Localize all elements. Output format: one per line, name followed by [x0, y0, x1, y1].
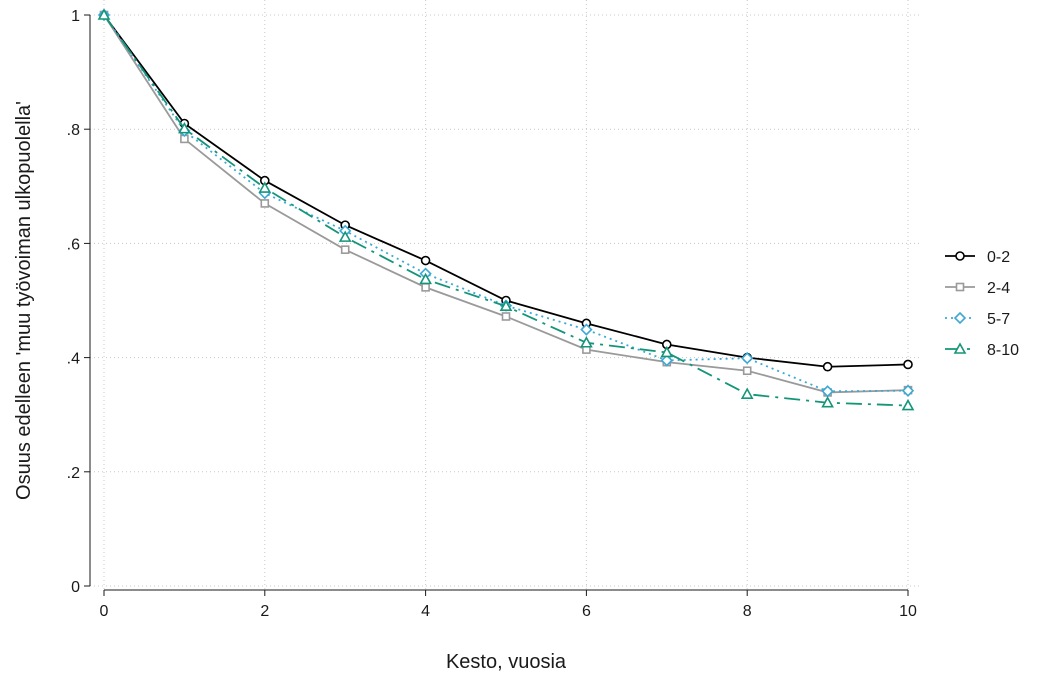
legend: 0-2 2-4 5-7 8-10 — [945, 249, 1019, 359]
y-tick-label: .2 — [67, 465, 80, 482]
x-tick-label: 0 — [100, 603, 109, 620]
data-point — [903, 359, 913, 370]
data-point — [822, 361, 833, 372]
series-line — [103, 14, 909, 407]
series-5-7 — [97, 8, 915, 398]
legend-item: 8-10 — [945, 342, 1019, 359]
x-tick-label: 8 — [743, 603, 752, 620]
data-point — [338, 230, 352, 242]
legend-item: 2-4 — [945, 280, 1010, 297]
legend-marker — [955, 282, 965, 292]
y-axis-title: Osuus edelleen 'muu työvoiman ulkopuolel… — [13, 101, 35, 500]
data-point — [580, 323, 593, 336]
y-tick-label: 0 — [71, 579, 80, 596]
data-point — [741, 352, 754, 365]
data-point — [660, 354, 673, 367]
series-line — [103, 14, 909, 394]
x-tick-label: 4 — [421, 603, 430, 620]
x-tick-label: 10 — [899, 603, 917, 620]
legend-label: 8-10 — [987, 342, 1019, 359]
data-point — [740, 387, 754, 399]
x-tick-label: 2 — [260, 603, 269, 620]
series-8-10 — [97, 8, 915, 411]
x-tick-label: 6 — [582, 603, 591, 620]
data-point — [420, 255, 431, 266]
data-point — [340, 245, 350, 254]
data-point — [901, 398, 915, 411]
ticks: 0.2.4.6.810 2 4 6 8 10 — [67, 8, 917, 620]
data-point — [499, 299, 513, 312]
y-tick-label: .8 — [67, 122, 80, 139]
legend-label: 5-7 — [987, 311, 1010, 328]
data-point — [258, 181, 272, 193]
y-tick-label: .6 — [67, 236, 80, 253]
data-point — [97, 8, 111, 20]
y-tick-label: .4 — [67, 351, 80, 368]
axes — [89, 15, 908, 591]
data-point — [742, 366, 752, 376]
data-point — [660, 345, 674, 358]
grid — [90, 0, 922, 590]
data-point — [178, 121, 191, 134]
data-point — [501, 312, 511, 321]
legend-item: 0-2 — [945, 249, 1010, 266]
data-point — [260, 199, 270, 208]
x-axis-title: Kesto, vuosia — [446, 651, 567, 673]
legend-marker — [953, 342, 967, 354]
series-group — [97, 8, 915, 411]
y-tick-label: 1 — [71, 8, 80, 25]
legend-marker — [953, 311, 967, 325]
legend-label: 2-4 — [987, 280, 1010, 297]
legend-item: 5-7 — [945, 311, 1010, 328]
data-point — [901, 384, 915, 397]
legend-marker — [955, 251, 965, 261]
series-2-4 — [99, 10, 913, 397]
data-point — [419, 272, 432, 285]
series-line — [103, 14, 909, 393]
data-point — [421, 283, 430, 292]
data-point — [821, 396, 834, 408]
data-point — [580, 336, 593, 348]
legend-label: 0-2 — [987, 249, 1010, 266]
